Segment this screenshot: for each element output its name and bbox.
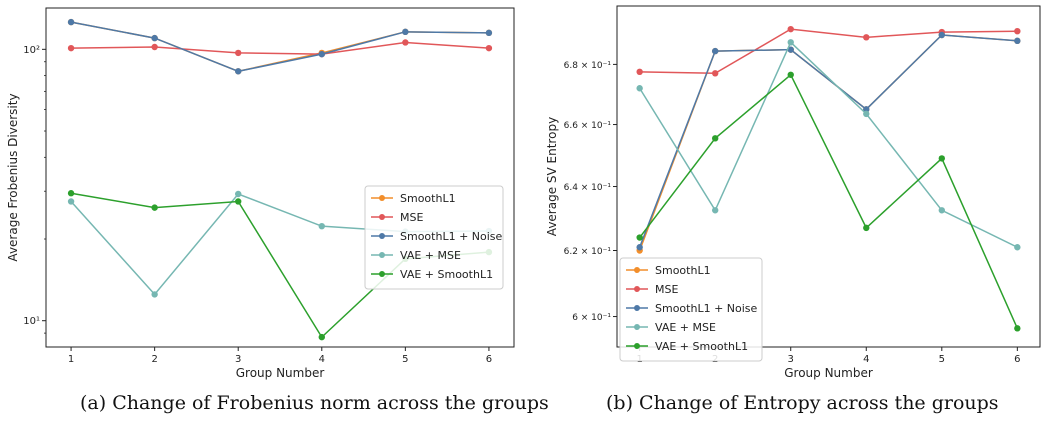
- data-point-smoothl1-noise: [151, 34, 158, 42]
- legend-label-smoothl1: SmoothL1: [400, 192, 456, 205]
- data-point-vae-mse: [787, 39, 794, 46]
- legend-label-vae-mse: VAE + MSE: [400, 249, 461, 262]
- data-point-vae-mse: [235, 190, 242, 198]
- data-point-vae-mse: [318, 222, 325, 230]
- x-axis-label: Group Number: [784, 366, 873, 380]
- legend-marker-mse: [634, 286, 640, 292]
- legend-label-mse: MSE: [400, 211, 423, 224]
- x-tick-label: 2: [151, 354, 157, 365]
- x-tick-label: 6: [1014, 354, 1020, 365]
- series-line-mse: [71, 41, 489, 55]
- data-point-smoothl1-noise: [485, 29, 493, 37]
- legend-marker-smoothl1: [379, 195, 385, 201]
- data-point-vae-mse: [67, 198, 75, 205]
- data-point-smoothl1-noise: [235, 68, 242, 75]
- x-tick-label: 6: [486, 354, 492, 365]
- data-point-mse: [711, 70, 719, 77]
- legend-label-vae-mse: VAE + MSE: [655, 321, 716, 334]
- legend-marker-vae-mse: [379, 252, 385, 258]
- legend-marker-smoothl1: [634, 267, 640, 273]
- data-point-mse: [787, 25, 794, 33]
- y-tick-label: 10²: [23, 45, 40, 56]
- series-line-smoothl1: [638, 34, 1018, 251]
- data-point-vae-mse: [863, 110, 870, 118]
- legend-label-smoothl1-noise: SmoothL1 + Noise: [400, 230, 503, 243]
- legend-label-vae-smoothl1: VAE + SmoothL1: [400, 268, 493, 281]
- legend-box: [364, 185, 504, 290]
- data-point-mse: [67, 44, 75, 52]
- data-point-vae-smoothl1: [636, 234, 643, 241]
- y-axis-label: Average SV Entropy: [545, 117, 559, 236]
- data-point-vae-mse: [711, 207, 719, 214]
- data-point-smoothl1-noise: [787, 46, 794, 53]
- data-point-vae-smoothl1: [787, 71, 794, 78]
- data-point-smoothl1-noise: [1014, 37, 1021, 45]
- data-point-mse: [151, 43, 158, 51]
- legend-box: [619, 257, 763, 362]
- x-tick-label: 5: [402, 354, 408, 365]
- y-tick-label: 6.6 × 10⁻¹: [564, 121, 612, 131]
- data-point-vae-smoothl1: [1014, 325, 1021, 332]
- legend-label-mse: MSE: [655, 283, 678, 296]
- x-tick-label: 4: [863, 354, 869, 365]
- data-point-smoothl1-noise: [636, 244, 643, 251]
- data-point-vae-smoothl1: [235, 198, 242, 205]
- legend-marker-vae-smoothl1: [634, 343, 640, 349]
- data-point-smoothl1-noise: [863, 106, 870, 113]
- data-point-vae-smoothl1: [151, 204, 158, 211]
- data-point-smoothl1-noise: [402, 28, 409, 36]
- series-line-mse: [639, 28, 1018, 75]
- data-point-vae-mse: [151, 291, 158, 298]
- y-tick-label: 6.8 × 10⁻¹: [564, 61, 612, 71]
- plot-frame: [45, 7, 515, 348]
- x-axis-label: Group Number: [236, 366, 325, 380]
- data-point-vae-mse: [636, 85, 643, 92]
- data-point-mse: [863, 34, 870, 41]
- caption-frobenius: (a) Change of Frobenius norm across the …: [80, 392, 549, 414]
- data-point-smoothl1-noise: [938, 31, 946, 39]
- caption-entropy: (b) Change of Entropy across the groups: [606, 392, 999, 414]
- legend-marker-vae-mse: [634, 324, 640, 330]
- legend-marker-smoothl1-noise: [379, 233, 385, 239]
- legend-label-vae-smoothl1: VAE + SmoothL1: [655, 340, 748, 353]
- data-point-mse: [636, 68, 643, 76]
- chart-entropy: 1234566 × 10⁻¹6.2 × 10⁻¹6.4 × 10⁻¹6.6 × …: [545, 5, 1041, 380]
- plot-frame: [616, 5, 1041, 348]
- data-point-vae-smoothl1: [318, 333, 325, 341]
- data-point-vae-mse: [1014, 244, 1021, 251]
- legend-label-smoothl1: SmoothL1: [655, 264, 711, 277]
- x-tick-label: 3: [235, 354, 241, 365]
- data-point-vae-mse: [938, 207, 946, 214]
- series-line-smoothl1-noise: [638, 34, 1018, 248]
- data-point-mse: [235, 49, 242, 57]
- series-line-vae-smoothl1: [639, 73, 1019, 329]
- series-line-smoothl1-noise: [70, 21, 489, 73]
- data-point-smoothl1-noise: [711, 47, 719, 55]
- legend-label-smoothl1-noise: SmoothL1 + Noise: [655, 302, 758, 315]
- legend-marker-smoothl1-noise: [634, 305, 640, 311]
- x-tick-label: 1: [68, 354, 74, 365]
- data-point-vae-smoothl1: [67, 190, 75, 197]
- y-axis-label: Average Frobenius Diversity: [6, 93, 20, 261]
- data-point-vae-smoothl1: [863, 224, 870, 232]
- y-tick-label: 10¹: [23, 316, 40, 327]
- data-point-mse: [1014, 27, 1021, 35]
- x-tick-label: 3: [788, 354, 794, 365]
- x-tick-label: 5: [939, 354, 945, 365]
- data-point-smoothl1-noise: [67, 18, 75, 26]
- y-tick-label: 6.4 × 10⁻¹: [564, 183, 612, 193]
- data-point-mse: [402, 39, 409, 46]
- chart-frobenius: 1 2 3 4 5 6 10¹ 10² Group Number Average Frobeniu…: [6, 7, 515, 380]
- data-point-mse: [485, 44, 493, 52]
- y-tick-label: 6.2 × 10⁻¹: [564, 247, 612, 257]
- x-tick-label: 4: [319, 354, 325, 365]
- data-point-vae-smoothl1: [711, 135, 719, 142]
- legend-marker-vae-smoothl1: [379, 271, 385, 277]
- data-point-vae-smoothl1: [938, 155, 946, 162]
- data-point-smoothl1-noise: [318, 50, 325, 58]
- series-line-vae-mse: [639, 41, 1018, 248]
- y-tick-label: 6 × 10⁻¹: [572, 313, 611, 323]
- legend-marker-mse: [379, 214, 385, 220]
